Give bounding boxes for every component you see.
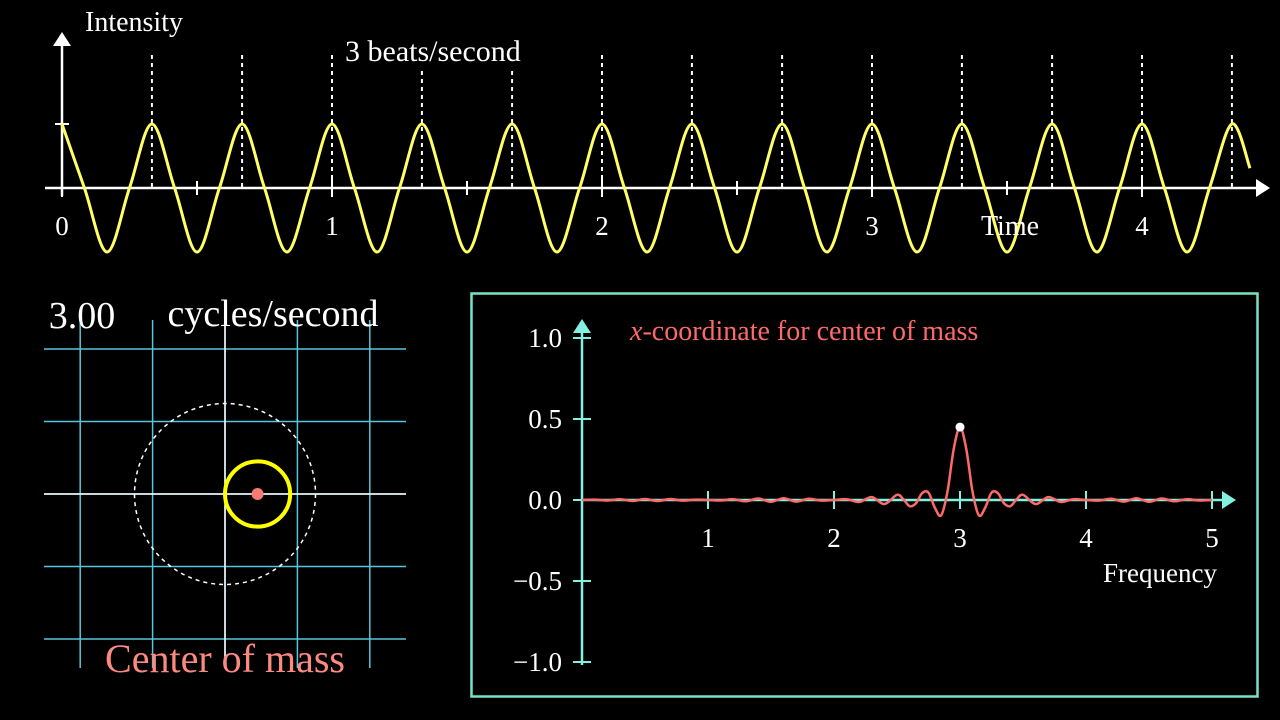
x-axis-label: Time: [981, 211, 1039, 242]
y-axis-label: Intensity: [85, 7, 183, 38]
x-tick-label: 1: [701, 523, 715, 553]
x-axis-label: Frequency: [1103, 558, 1217, 588]
center-of-mass-label: Center of mass: [105, 636, 345, 681]
title-variable: x: [629, 316, 643, 347]
y-axis-arrow: [573, 319, 591, 333]
data-line: [60, 122, 1252, 254]
x-axis-arrow: [1256, 179, 1270, 197]
y-tick-label: −1.0: [513, 647, 562, 677]
x-tick-label: 4: [1135, 211, 1149, 241]
annotation: 3 beats/second: [345, 35, 521, 68]
frequency-value: 3.00: [49, 295, 116, 337]
chart-title: x-coordinate for center of mass: [629, 316, 978, 347]
y-tick-label: 0.5: [528, 404, 562, 434]
data-line: [581, 425, 1213, 518]
panel-border: [470, 292, 1259, 698]
x-tick-label: 0: [55, 211, 69, 241]
plot-layer: 0 1 2 3 4 1 2 3 4 5 1.0 0.5 0.0 −0.5 −1.0: [44, 32, 1270, 677]
current-frequency-marker: [955, 422, 965, 432]
x-axis-arrow: [1222, 491, 1236, 509]
y-axis-arrow: [53, 32, 71, 46]
x-tick-label: 1: [325, 211, 339, 241]
reference-circle: [133, 402, 317, 586]
x-tick-label: 2: [827, 523, 841, 553]
x-tick-label: 5: [1205, 523, 1219, 553]
x-tick-label: 3: [865, 211, 879, 241]
x-tick-label: 3: [953, 523, 967, 553]
y-tick-label: −0.5: [513, 566, 562, 596]
title-text: -coordinate for center of mass: [642, 316, 978, 347]
x-tick-label: 2: [595, 211, 609, 241]
annotation-backdrop: [338, 34, 594, 70]
y-tick-label: 1.0: [528, 323, 562, 353]
x-tick-label: 4: [1079, 523, 1093, 553]
center-of-mass: [251, 488, 264, 500]
y-tick-label: 0.0: [528, 485, 562, 515]
frequency-unit: cycles/second: [167, 293, 378, 335]
wound-signal: [222, 459, 293, 529]
